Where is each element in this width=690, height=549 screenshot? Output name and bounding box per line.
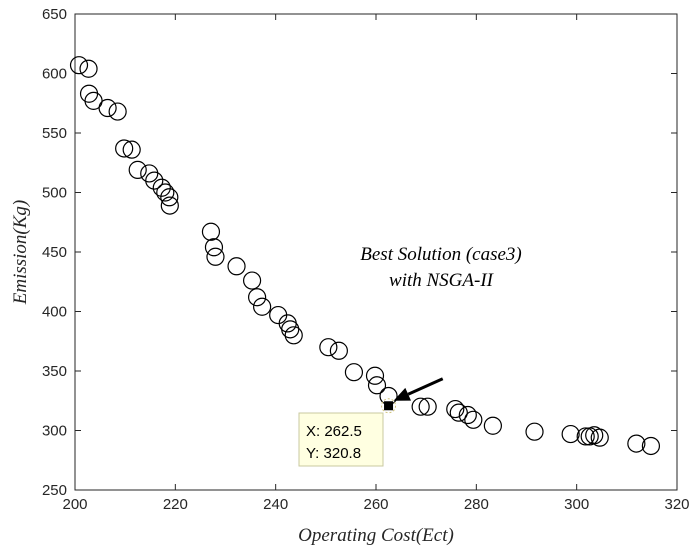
data-point bbox=[115, 139, 134, 158]
datatip-y-value: Y: 320.8 bbox=[306, 445, 361, 462]
highlighted-point-group[interactable] bbox=[381, 398, 397, 414]
datatip[interactable]: X: 262.5 Y: 320.8 bbox=[298, 412, 384, 467]
data-point bbox=[458, 405, 477, 425]
data-point bbox=[561, 424, 580, 444]
data-point bbox=[344, 363, 364, 382]
data-point bbox=[464, 410, 483, 429]
data-point bbox=[365, 366, 385, 385]
data-point bbox=[446, 399, 465, 419]
data-point bbox=[641, 436, 661, 456]
annotation-line-1: Best Solution (case3) bbox=[360, 244, 521, 265]
annotation-line-2: with NSGA-II bbox=[389, 270, 495, 291]
data-point bbox=[248, 288, 267, 307]
x-axis-label: Operating Cost(Ect) bbox=[298, 525, 454, 546]
x-tick-label: 200 bbox=[62, 496, 87, 513]
x-tick-label: 280 bbox=[464, 496, 489, 513]
datatip-box bbox=[298, 412, 384, 467]
data-point bbox=[69, 56, 89, 75]
data-point bbox=[319, 338, 338, 357]
data-point bbox=[253, 297, 272, 316]
data-point bbox=[79, 59, 98, 78]
data-point bbox=[201, 222, 221, 241]
x-tick-labels: 200 220 240 260 280 300 320 bbox=[62, 496, 689, 513]
data-point bbox=[122, 140, 141, 159]
highlighted-point-marker bbox=[384, 401, 394, 411]
data-point bbox=[204, 238, 224, 257]
y-tick-label: 500 bbox=[42, 185, 67, 202]
data-point bbox=[128, 160, 147, 179]
datatip-x-value: X: 262.5 bbox=[306, 423, 362, 440]
axis-ticks bbox=[74, 13, 678, 491]
x-tick-label: 220 bbox=[163, 496, 188, 513]
data-point bbox=[98, 98, 117, 118]
data-point bbox=[411, 397, 430, 416]
data-point bbox=[627, 434, 646, 453]
data-point bbox=[483, 416, 502, 435]
data-point bbox=[284, 326, 303, 345]
data-point bbox=[160, 188, 179, 207]
data-point bbox=[525, 422, 544, 441]
annotation-group: Best Solution (case3) with NSGA-II bbox=[360, 244, 522, 401]
y-tick-label: 300 bbox=[42, 423, 67, 440]
y-tick-label: 550 bbox=[42, 125, 67, 142]
data-point bbox=[590, 428, 609, 447]
data-point bbox=[367, 376, 387, 395]
data-point bbox=[242, 271, 262, 290]
data-point bbox=[108, 102, 127, 121]
data-point bbox=[206, 247, 225, 266]
x-tick-label: 260 bbox=[363, 496, 388, 513]
data-point bbox=[449, 403, 468, 422]
data-point bbox=[227, 257, 246, 276]
y-tick-label: 350 bbox=[42, 363, 67, 380]
highlight-ring bbox=[381, 398, 397, 414]
x-tick-label: 300 bbox=[564, 496, 589, 513]
x-tick-label: 320 bbox=[664, 496, 689, 513]
data-points[interactable] bbox=[69, 56, 661, 456]
x-tick-label: 240 bbox=[263, 496, 288, 513]
y-tick-label: 650 bbox=[42, 6, 67, 23]
y-tick-label: 450 bbox=[42, 244, 67, 261]
data-point bbox=[152, 178, 171, 197]
y-tick-labels: 250 300 350 400 450 500 550 600 650 bbox=[42, 6, 67, 499]
data-point bbox=[281, 320, 300, 339]
annotation-arrow bbox=[407, 377, 444, 396]
y-tick-label: 600 bbox=[42, 66, 67, 83]
data-point bbox=[160, 196, 179, 215]
data-point bbox=[329, 341, 348, 360]
plot-area bbox=[74, 13, 678, 491]
y-tick-label: 250 bbox=[42, 482, 67, 499]
y-tick-label: 400 bbox=[42, 304, 67, 321]
data-point bbox=[418, 397, 437, 416]
data-point bbox=[145, 171, 164, 190]
data-point bbox=[156, 183, 175, 202]
data-point bbox=[576, 427, 595, 446]
annotation-arrowhead bbox=[393, 387, 412, 401]
y-axis-label: Emission(Kg) bbox=[10, 200, 31, 306]
